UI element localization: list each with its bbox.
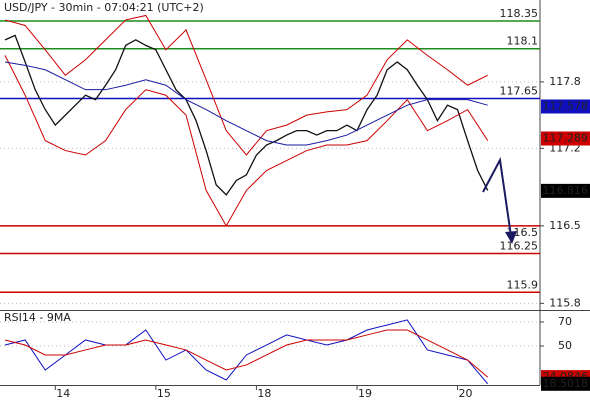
level-label: 115.9	[507, 278, 539, 291]
x-tick-label: 18	[257, 387, 271, 400]
rsi-title: RSI14 - 9MA	[4, 311, 71, 324]
price-box	[541, 99, 590, 114]
projection-arrow	[482, 156, 512, 237]
x-tick-label: 19	[358, 387, 372, 400]
price-box-label: 116.816	[543, 184, 589, 197]
y-tick-label: 117.8	[549, 75, 581, 88]
series-line	[4, 329, 489, 378]
x-tick-label: 15	[157, 387, 171, 400]
level-label: 117.65	[500, 85, 539, 98]
chart-title: USD/JPY - 30min - 07:04:21 (UTC+2)	[4, 1, 204, 14]
price-box-label: 117.578	[543, 100, 589, 113]
y-tick-label: 50	[558, 339, 572, 352]
series-line	[4, 319, 489, 385]
price-box	[541, 183, 590, 198]
x-tick-label: 14	[56, 387, 70, 400]
series-line	[4, 34, 489, 196]
level-label: 118.35	[500, 7, 539, 20]
price-box	[541, 376, 590, 391]
price-box	[541, 131, 590, 146]
price-box-label: 117.289	[543, 132, 589, 145]
y-tick-label: 70	[558, 315, 572, 328]
price-box-label: 18.5018	[543, 377, 589, 390]
y-tick-label: 115.8	[549, 296, 581, 309]
level-label: 116.25	[500, 240, 539, 253]
series-line	[4, 14, 488, 156]
arrow-head	[505, 231, 517, 244]
series-line	[4, 61, 488, 146]
series-line	[4, 55, 489, 227]
plot-layer: 117.8117.2116.5115.8118.35118.1117.65116…	[0, 7, 590, 400]
y-tick-label: 116.5	[549, 219, 581, 232]
x-tick-label: 20	[459, 387, 473, 400]
level-label: 118.1	[507, 35, 539, 48]
